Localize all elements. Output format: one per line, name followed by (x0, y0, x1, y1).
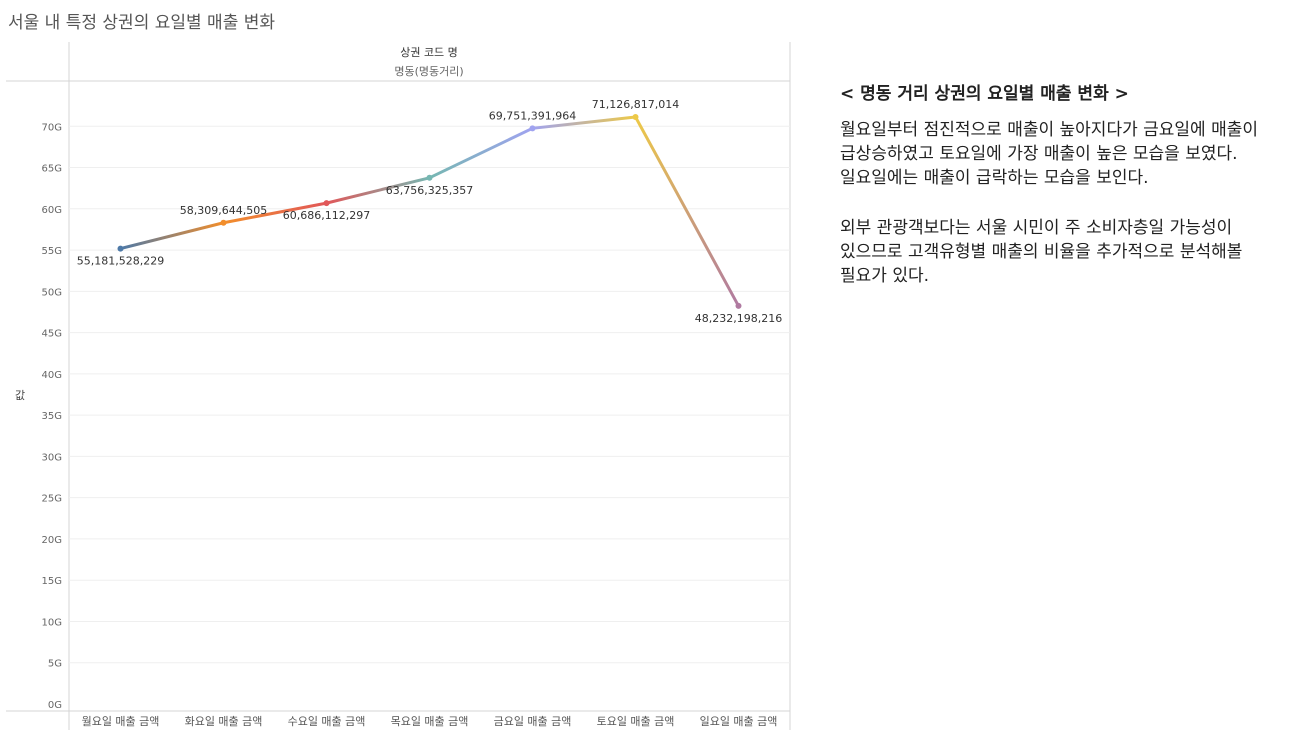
data-label: 69,751,391,964 (489, 109, 576, 122)
y-tick-label: 55G (42, 246, 62, 257)
line-segment (222, 201, 328, 225)
chart-field-label: 상권 코드 명 (400, 46, 458, 59)
x-tick-label: 수요일 매출 금액 (288, 714, 366, 728)
data-point[interactable] (632, 113, 639, 120)
line-chart: 상권 코드 명 명동(명동거리) 값 0G 5G 10G 15G 20G 25G 30G 35… (6, 42, 791, 730)
x-tick-label: 일요일 매출 금액 (700, 714, 778, 728)
line-segment (119, 221, 225, 251)
y-tick-label: 30G (42, 452, 62, 463)
y-tick-label: 70G (42, 122, 62, 133)
x-axis-ticks: 월요일 매출 금액 화요일 매출 금액 수요일 매출 금액 목요일 매출 금액 금요일 … (82, 714, 778, 728)
data-label: 48,232,198,216 (695, 312, 782, 325)
data-labels: 55,181,528,229 58,309,644,505 60,686,112,2… (77, 98, 782, 325)
line-segment (428, 126, 534, 180)
line-segment (531, 115, 637, 130)
y-axis-title: 값 (15, 389, 25, 402)
y-tick-label: 45G (42, 329, 62, 340)
x-tick-label: 화요일 매출 금액 (185, 714, 263, 728)
insight-panel: < 명동 거리 상권의 요일별 매출 변화 > 월요일부터 점진적으로 매출이 … (840, 82, 1285, 314)
data-point[interactable] (323, 200, 330, 207)
y-tick-label: 25G (42, 494, 62, 505)
y-tick-label: 0G (48, 700, 62, 711)
y-tick-label: 60G (42, 205, 62, 216)
gridlines (69, 125, 790, 664)
insight-paragraph-2: 외부 관광객보다는 서울 시민이 주 소비자층일 가능성이 있으므로 고객유형별… (840, 218, 1243, 286)
y-tick-label: 10G (42, 617, 62, 628)
x-tick-label: 금요일 매출 금액 (494, 714, 572, 728)
y-tick-label: 35G (42, 411, 62, 422)
data-label: 71,126,817,014 (592, 98, 679, 111)
data-label: 63,756,325,357 (386, 184, 473, 197)
data-label: 55,181,528,229 (77, 255, 164, 268)
data-point[interactable] (735, 302, 742, 309)
series-points (117, 113, 742, 309)
line-segment (634, 115, 740, 308)
y-tick-label: 65G (42, 164, 62, 175)
data-point[interactable] (426, 174, 433, 181)
data-label: 58,309,644,505 (180, 204, 267, 217)
y-tick-label: 5G (48, 659, 62, 670)
data-point[interactable] (117, 245, 124, 252)
data-point[interactable] (220, 219, 227, 226)
x-tick-label: 목요일 매출 금액 (391, 714, 469, 728)
series-line (119, 115, 740, 308)
x-tick-label: 월요일 매출 금액 (82, 714, 160, 728)
chart-field-value: 명동(명동거리) (394, 65, 463, 78)
y-tick-label: 20G (42, 535, 62, 546)
y-tick-label: 40G (42, 370, 62, 381)
y-tick-label: 50G (42, 287, 62, 298)
insight-heading: < 명동 거리 상권의 요일별 매출 변화 > (840, 84, 1129, 104)
page-title: 서울 내 특정 상권의 요일별 매출 변화 (8, 13, 276, 33)
data-label: 60,686,112,297 (283, 209, 370, 222)
x-tick-label: 토요일 매출 금액 (597, 714, 675, 728)
y-axis-ticks: 0G 5G 10G 15G 20G 25G 30G 35G 40G 45G 50G 55G 60G 65G… (42, 122, 62, 711)
y-tick-label: 15G (42, 576, 62, 587)
data-point[interactable] (529, 125, 536, 132)
line-segment (325, 176, 431, 205)
insight-paragraph-1: 월요일부터 점진적으로 매출이 높아지다가 금요일에 매출이 급상승하였고 토요… (840, 120, 1259, 188)
